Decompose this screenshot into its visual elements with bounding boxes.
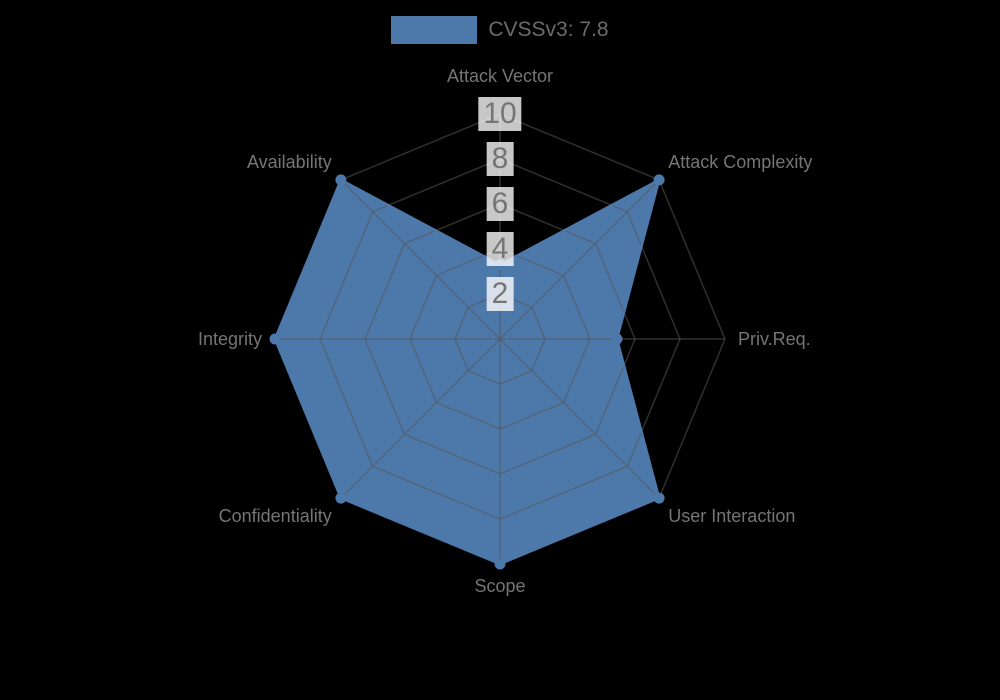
scale-tick-8: 8 [486, 142, 514, 176]
grid-spoke [499, 338, 660, 499]
chart-legend: CVSSv3: 7.8 [0, 16, 1000, 44]
legend-item-cvssv3[interactable]: CVSSv3: 7.8 [391, 16, 609, 44]
axis-label-confidentiality: Confidentiality [218, 506, 332, 527]
axis-label-user-interaction: User Interaction [668, 506, 796, 527]
data-point-priv-req- [611, 333, 623, 345]
data-point-availability [335, 174, 347, 186]
axis-label-availability: Availability [246, 151, 332, 172]
data-point-confidentiality [335, 492, 347, 504]
data-point-attack-complexity [653, 174, 665, 186]
scale-tick-4: 4 [486, 232, 514, 266]
grid-spoke [499, 179, 660, 340]
axis-label-attack-complexity: Attack Complexity [668, 151, 813, 172]
legend-label: CVSSv3: 7.8 [488, 18, 609, 41]
axis-label-scope: Scope [474, 576, 526, 596]
axis-label-attack-vector: Attack Vector [446, 66, 554, 86]
scale-tick-10: 10 [478, 97, 522, 131]
scale-tick-2: 2 [486, 277, 514, 311]
axis-label-priv-req-: Priv.Req. [738, 329, 811, 349]
data-point-user-interaction [653, 492, 665, 504]
data-point-integrity [269, 333, 281, 345]
scale-tick-6: 6 [486, 187, 514, 221]
legend-swatch [391, 16, 478, 44]
data-point-scope [494, 558, 506, 570]
grid-spoke [340, 179, 501, 340]
axis-label-integrity: Integrity [197, 329, 262, 349]
grid-spoke [340, 338, 501, 499]
